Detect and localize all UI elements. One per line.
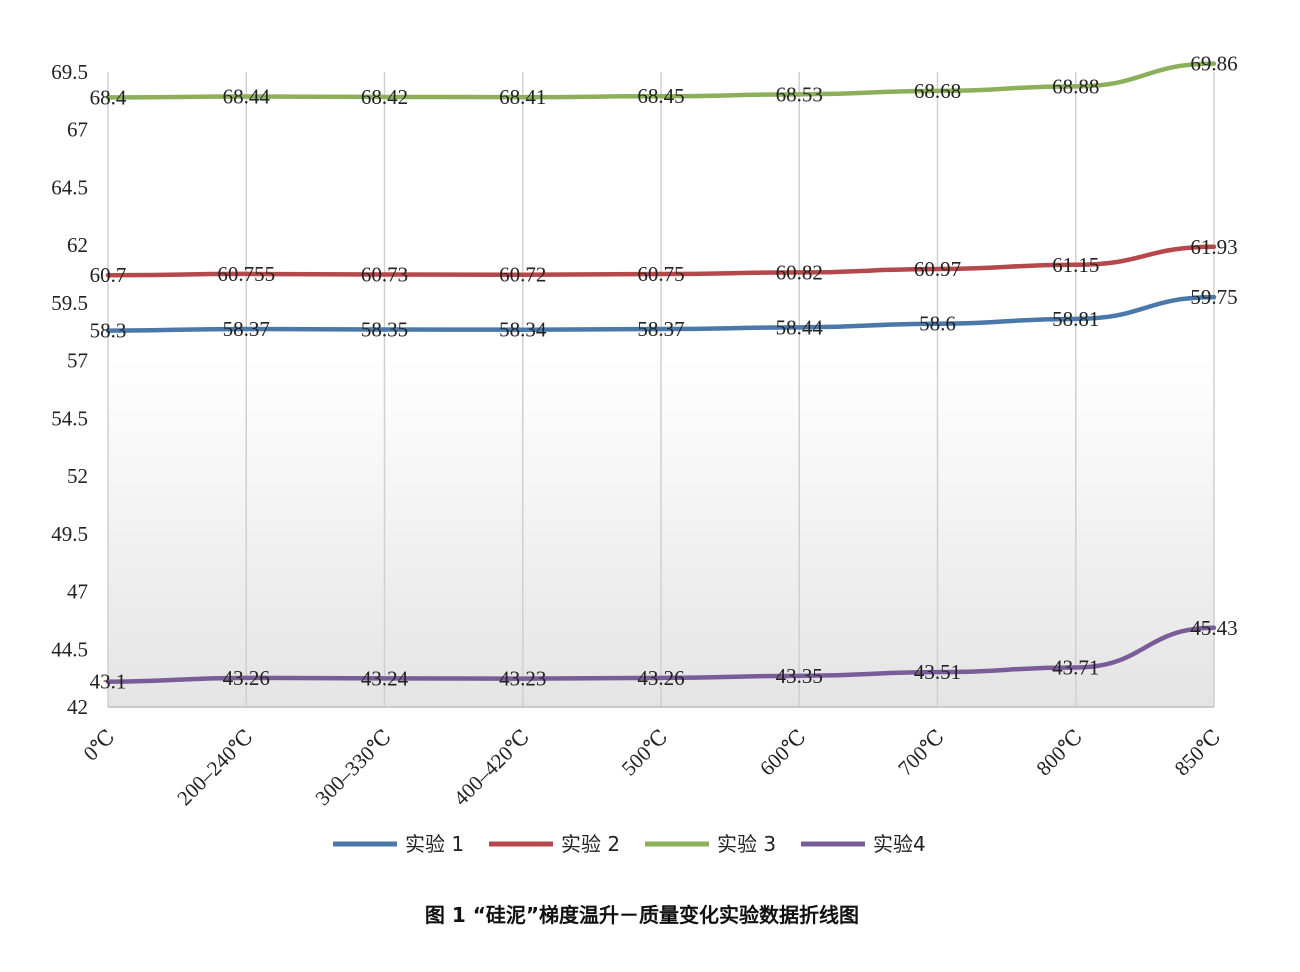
legend-label: 实验 1 — [405, 832, 464, 856]
data-label: 68.4 — [90, 85, 127, 109]
data-label: 58.6 — [919, 312, 956, 336]
data-label: 60.82 — [776, 260, 823, 284]
legend: 实验 1 实验 2 实验 3 实验4 — [333, 832, 926, 856]
x-tick-label: 0℃ — [79, 725, 120, 766]
data-label: 58.35 — [361, 317, 408, 341]
y-tick-label: 67 — [67, 118, 88, 142]
x-tick-label: 850℃ — [1170, 725, 1226, 781]
data-label: 60.73 — [361, 263, 408, 287]
data-label: 68.44 — [223, 84, 271, 108]
series-line-4 — [105, 625, 1217, 684]
data-label: 68.68 — [914, 79, 961, 103]
data-label: 68.42 — [361, 85, 408, 109]
legend-label: 实验 3 — [717, 832, 776, 856]
y-tick-label: 42 — [67, 695, 88, 719]
legend-label: 实验 2 — [561, 832, 620, 856]
data-label: 69.86 — [1190, 52, 1237, 76]
y-tick-label: 69.5 — [51, 60, 88, 84]
x-tick-label: 400–420℃ — [449, 725, 535, 811]
y-tick-label: 64.5 — [51, 175, 88, 199]
data-label: 60.75 — [637, 262, 684, 286]
data-label: 60.72 — [499, 263, 546, 287]
series-line-1 — [105, 294, 1217, 333]
data-label: 68.41 — [499, 85, 546, 109]
y-tick-label: 52 — [67, 464, 88, 488]
data-label: 45.43 — [1190, 616, 1237, 640]
data-label: 68.88 — [1052, 74, 1099, 98]
series-lines — [105, 61, 1217, 684]
data-label: 43.35 — [776, 664, 823, 688]
x-axis: 0℃ 200–240℃ 300–330℃ 400–420℃ 500℃ 600℃ 700℃ 80… — [79, 706, 1226, 811]
y-axis: 42 44.5 47 49.5 52 54.5 57 59.5 62 64.5 67 69.5 — [51, 60, 88, 719]
data-label: 68.53 — [776, 82, 823, 106]
data-label: 59.75 — [1190, 285, 1237, 309]
data-labels: 58.3 58.37 58.35 58.34 58.37 58.44 58.6 58.81 59… — [90, 52, 1238, 694]
data-label: 58.81 — [1052, 307, 1099, 331]
y-tick-label: 62 — [67, 233, 88, 257]
y-tick-label: 59.5 — [51, 291, 88, 315]
x-tick-label: 700℃ — [893, 725, 949, 781]
data-label: 58.3 — [90, 319, 127, 343]
data-label: 61.93 — [1190, 235, 1237, 259]
data-label: 43.51 — [914, 660, 961, 684]
x-tick-label: 300–330℃ — [310, 725, 396, 811]
data-label: 60.755 — [217, 262, 275, 286]
data-label: 60.97 — [914, 257, 961, 281]
x-tick-label: 800℃ — [1031, 725, 1087, 781]
x-tick-label: 200–240℃ — [172, 725, 258, 811]
y-tick-label: 44.5 — [51, 637, 88, 661]
y-tick-label: 49.5 — [51, 522, 88, 546]
x-tick-label: 600℃ — [755, 725, 811, 781]
data-label: 68.45 — [637, 84, 684, 108]
gridlines — [107, 72, 1215, 707]
data-label: 43.1 — [90, 670, 127, 694]
series-line-2 — [105, 244, 1217, 278]
data-label: 58.44 — [776, 315, 824, 339]
series-line-3 — [105, 61, 1217, 100]
data-label: 43.71 — [1052, 656, 1099, 680]
data-label: 43.24 — [361, 666, 409, 690]
legend-label: 实验4 — [873, 832, 926, 856]
data-label: 43.26 — [637, 666, 684, 690]
data-label: 58.34 — [499, 318, 547, 342]
data-label: 43.23 — [499, 667, 546, 691]
y-tick-label: 54.5 — [51, 406, 88, 430]
y-tick-label: 57 — [67, 349, 88, 373]
data-label: 58.37 — [637, 317, 684, 341]
data-label: 43.26 — [223, 666, 270, 690]
data-label: 61.15 — [1052, 253, 1099, 277]
data-label: 58.37 — [223, 317, 270, 341]
x-tick-label: 500℃ — [617, 725, 673, 781]
data-label: 60.7 — [90, 263, 127, 287]
figure-caption: 图 1 “硅泥”梯度温升－质量变化实验数据折线图 — [425, 903, 859, 927]
y-tick-label: 47 — [67, 580, 88, 604]
